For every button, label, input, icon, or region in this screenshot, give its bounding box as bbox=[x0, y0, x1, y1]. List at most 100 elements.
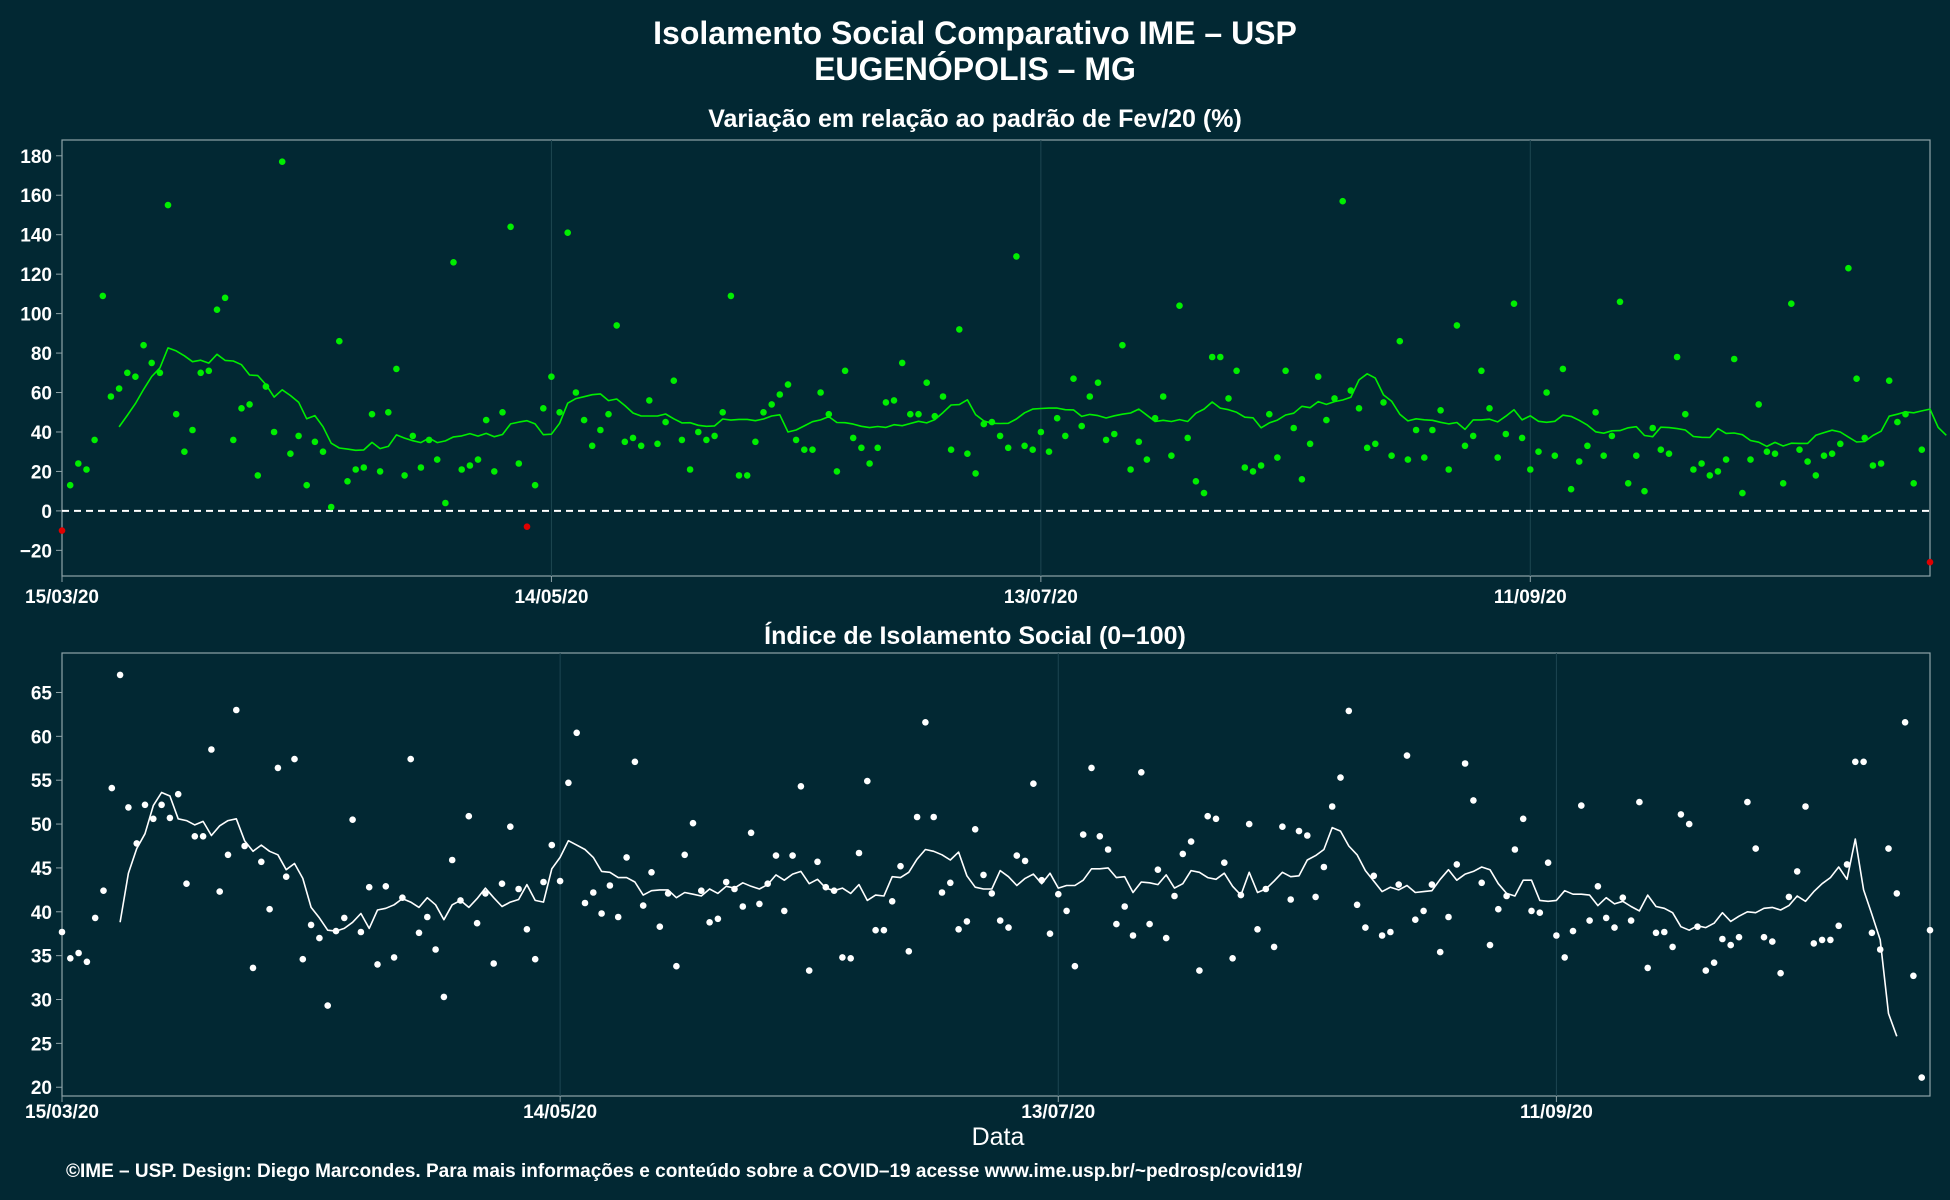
bottom-data-point bbox=[897, 862, 904, 870]
top-data-point bbox=[711, 432, 718, 440]
bottom-data-point bbox=[1088, 764, 1095, 772]
top-data-point bbox=[1584, 442, 1591, 450]
top-data-point bbox=[1633, 452, 1640, 460]
bottom-data-point bbox=[1436, 948, 1444, 956]
bottom-data-point bbox=[1478, 879, 1485, 887]
top-data-point bbox=[784, 381, 792, 388]
top-data-point bbox=[1355, 405, 1363, 412]
top-data-point bbox=[148, 359, 155, 367]
bottom-data-point bbox=[1901, 719, 1909, 726]
top-data-point bbox=[254, 472, 262, 479]
top-data-point bbox=[743, 472, 751, 479]
bottom-data-point bbox=[656, 923, 664, 930]
top-data-point bbox=[1445, 466, 1452, 473]
top-data-point bbox=[1274, 454, 1281, 461]
bottom-data-point bbox=[1353, 901, 1361, 909]
top-y-tick-label: 120 bbox=[20, 265, 52, 286]
bottom-data-point bbox=[1777, 969, 1784, 977]
bottom-data-point bbox=[1685, 820, 1693, 828]
figure-title-line2: EUGENÓPOLIS – MG bbox=[814, 51, 1136, 87]
top-data-point bbox=[588, 442, 596, 450]
bottom-data-point bbox=[282, 873, 290, 880]
top-data-point bbox=[1469, 432, 1477, 440]
bottom-data-point bbox=[1553, 932, 1560, 939]
bottom-data-point bbox=[955, 926, 962, 933]
top-data-point bbox=[1690, 466, 1697, 473]
top-data-point bbox=[1706, 472, 1714, 479]
bottom-data-point bbox=[1727, 941, 1734, 949]
top-data-point bbox=[1682, 410, 1689, 418]
bottom-data-point bbox=[58, 928, 66, 936]
bottom-x-tick-label: 13/07/20 bbox=[1021, 1102, 1095, 1123]
bottom-data-point bbox=[847, 955, 854, 962]
bottom-data-point bbox=[689, 819, 697, 827]
bottom-data-point bbox=[1013, 852, 1021, 859]
bottom-data-point bbox=[249, 964, 257, 972]
bottom-data-point bbox=[75, 949, 82, 957]
bottom-data-point bbox=[1304, 832, 1311, 839]
top-data-point bbox=[580, 416, 588, 424]
top-data-point bbox=[368, 410, 376, 418]
top-data-point bbox=[1649, 424, 1656, 432]
bottom-data-point bbox=[100, 887, 107, 894]
bottom-data-point bbox=[1519, 815, 1527, 823]
top-data-point bbox=[278, 158, 286, 165]
top-data-point bbox=[1722, 456, 1730, 463]
bottom-data-point bbox=[855, 849, 863, 857]
bottom-data-point bbox=[1793, 868, 1801, 875]
top-data-point bbox=[401, 472, 408, 479]
top-data-point bbox=[898, 359, 906, 367]
top-data-point bbox=[613, 322, 620, 329]
bottom-data-point bbox=[1079, 831, 1087, 838]
top-data-point bbox=[491, 468, 498, 475]
bottom-data-point bbox=[1063, 907, 1070, 915]
top-data-point bbox=[1437, 407, 1444, 414]
bottom-data-point bbox=[1769, 938, 1776, 945]
bottom-data-point bbox=[1760, 933, 1768, 941]
top-data-point bbox=[833, 468, 841, 475]
bottom-data-point bbox=[938, 889, 946, 896]
bottom-data-point bbox=[814, 858, 821, 866]
top-data-point bbox=[1828, 450, 1836, 458]
bottom-data-point bbox=[963, 918, 971, 925]
top-data-point bbox=[270, 428, 278, 436]
top-data-point bbox=[246, 401, 253, 408]
bottom-data-point bbox=[598, 910, 605, 917]
top-data-point bbox=[1200, 489, 1208, 497]
bottom-data-point bbox=[905, 948, 913, 955]
top-data-point bbox=[1600, 452, 1607, 460]
top-data-point bbox=[1102, 436, 1110, 444]
bottom-data-point bbox=[1536, 909, 1544, 916]
bottom-data-point bbox=[490, 960, 498, 967]
bottom-data-point bbox=[1528, 907, 1535, 915]
bottom-data-point bbox=[772, 852, 780, 859]
bottom-data-point bbox=[922, 719, 929, 726]
bottom-data-point bbox=[789, 852, 796, 859]
bottom-data-point bbox=[1370, 872, 1378, 880]
top-data-point bbox=[703, 436, 710, 444]
top-x-tick-label: 13/07/20 bbox=[1004, 587, 1078, 608]
top-data-point bbox=[474, 456, 482, 463]
top-data-point bbox=[482, 416, 490, 424]
top-data-point bbox=[1730, 355, 1738, 363]
top-data-point bbox=[1739, 489, 1746, 497]
bottom-data-point bbox=[241, 842, 248, 850]
top-data-point bbox=[1380, 399, 1387, 406]
top-data-point bbox=[352, 466, 360, 473]
top-data-point bbox=[1502, 430, 1510, 438]
top-data-point bbox=[890, 397, 898, 404]
top-data-point bbox=[66, 481, 74, 489]
top-data-point bbox=[1388, 452, 1395, 460]
top-data-point bbox=[197, 369, 204, 377]
bottom-data-point bbox=[573, 729, 580, 737]
bottom-y-tick-label: 30 bbox=[31, 991, 52, 1012]
top-y-tick-label: 140 bbox=[20, 226, 52, 247]
top-data-point bbox=[433, 456, 441, 463]
bottom-data-point bbox=[1096, 833, 1104, 840]
top-data-point bbox=[124, 369, 131, 377]
top-data-point bbox=[213, 306, 221, 314]
bottom-data-point bbox=[764, 880, 771, 887]
top-data-point bbox=[996, 432, 1004, 440]
top-data-point bbox=[1796, 446, 1803, 454]
